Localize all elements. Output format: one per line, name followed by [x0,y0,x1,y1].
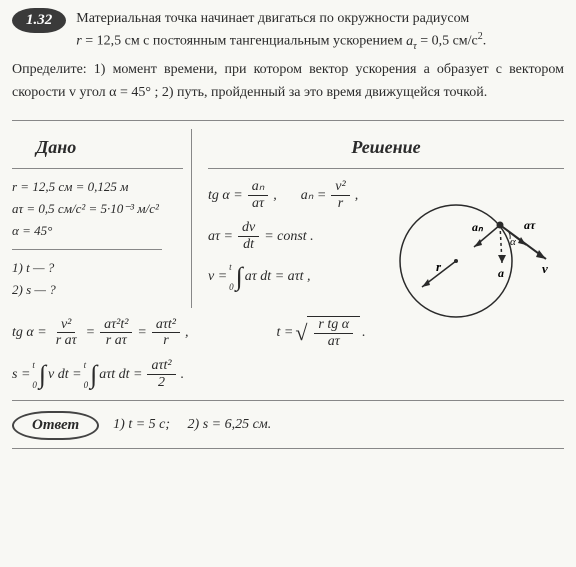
answer-content: 1) t = 5 с; 2) s = 6,25 см. [113,417,271,433]
divider-top [12,120,564,121]
f5-n3: aτt² [152,317,180,333]
s-int-lower: 0 [32,381,37,389]
answer-label: Ответ [12,411,99,440]
problem-line1: Материальная точка начинает двигаться по… [76,11,469,26]
s-int2-upper: t [84,361,89,369]
answer-row: Ответ 1) t = 5 с; 2) s = 6,25 см. [12,411,564,440]
problem-header: 1.32 Материальная точка начинает двигать… [12,8,564,53]
f5-lhs: tg α = [12,325,47,341]
f6-lhs: t = [276,325,293,341]
f2-den: r [334,196,347,213]
f1-den: aτ [248,196,268,213]
f2-num: v² [331,179,349,195]
f7-b1: v dt = [48,367,82,383]
f5-n2: aτ²t² [100,317,132,333]
text-val: = 0,5 см/с [417,34,478,49]
f5-d2: r aτ [102,333,131,350]
f7-den: 2 [154,375,169,392]
integral-icon-3: ∫ [90,360,97,390]
label-at: aτ [524,218,536,232]
answer-1: 1) t = 5 с; [113,417,170,432]
dano-divider [12,249,162,250]
int-upper: t [229,263,234,271]
formula-s-int: s = t0 ∫ v dt = t0 ∫ aτt dt = aτt²2. [12,358,184,391]
f3-num: dv [238,220,259,236]
formula-tga-expand: tg α = v²r aτ= aτ²t²r aτ= aτt²r, [12,317,188,350]
formula-t-sqrt: t = √ r tg αaτ . [276,316,365,350]
circle-diagram: aₙ aτ a r v α [384,179,554,329]
integral-icon: ∫ [236,262,243,292]
label-alpha: α [510,236,516,248]
dano-alpha: α = 45° [12,223,183,239]
f1-num: aₙ [248,179,269,195]
dano-column: Дано r = 12,5 см = 0,125 м aτ = 0,5 см/с… [12,129,192,308]
f7-b2: aτt dt = [99,367,142,383]
solution-column: Решение tg α = aₙaτ, aₙ = v²r, aτ = dvdt… [192,129,564,308]
f1-lhs: tg α = [208,188,243,204]
formula-v-int: v = t 0 ∫ aτ dt = aτt , [208,262,311,292]
label-a: a [498,266,504,280]
f7-lhs: s = [12,367,30,383]
problem-body: Определите: 1) момент времени, при котор… [12,59,564,104]
dano-title: Дано [12,133,183,169]
label-an: aₙ [472,220,484,234]
sqrt-icon: √ [295,320,307,346]
f5-n1: v² [57,317,75,333]
answer-2: 2) s = 6,25 см. [188,417,272,432]
reshenie-title: Решение [208,133,564,169]
f7-num: aτt² [147,358,175,374]
f2-lhs: aₙ = [301,187,327,204]
f4-lhs: v = [208,269,227,285]
formula-an: aₙ = v²r, [301,179,358,212]
f5-d1: r aτ [52,333,81,350]
integral-icon-2: ∫ [39,360,46,390]
dano-at: aτ = 0,5 см/с² = 5·10⁻³ м/с² [12,201,183,217]
solution-layout: Дано r = 12,5 см = 0,125 м aτ = 0,5 см/с… [12,129,564,308]
dano-q1: 1) t — ? [12,260,183,276]
dano-r: r = 12,5 см = 0,125 м [12,179,183,195]
problem-number-badge: 1.32 [12,8,66,33]
formula-at-const: aτ = dvdt = const . [208,220,314,253]
label-v: v [542,261,548,276]
f6-den: aτ [324,334,344,351]
f6-num: r tg α [314,317,353,333]
f4-body: aτ dt = aτt , [245,269,311,285]
s-int-upper: t [32,361,37,369]
s-int2-lower: 0 [84,381,89,389]
int-lower: 0 [229,283,234,291]
f5-d3: r [159,333,172,350]
problem-statement-top: Материальная точка начинает двигаться по… [76,8,486,53]
f3-tail: = const . [264,229,314,245]
dano-q2: 2) s — ? [12,282,183,298]
f3-lhs: aτ = [208,229,233,245]
formula-tga: tg α = aₙaτ, [208,179,277,212]
divider-end [12,448,564,449]
f3-den: dt [239,237,258,254]
text-eq: = 12,5 см с постоянным тангенциальным ус… [82,34,406,49]
divider-bottom [12,400,564,401]
